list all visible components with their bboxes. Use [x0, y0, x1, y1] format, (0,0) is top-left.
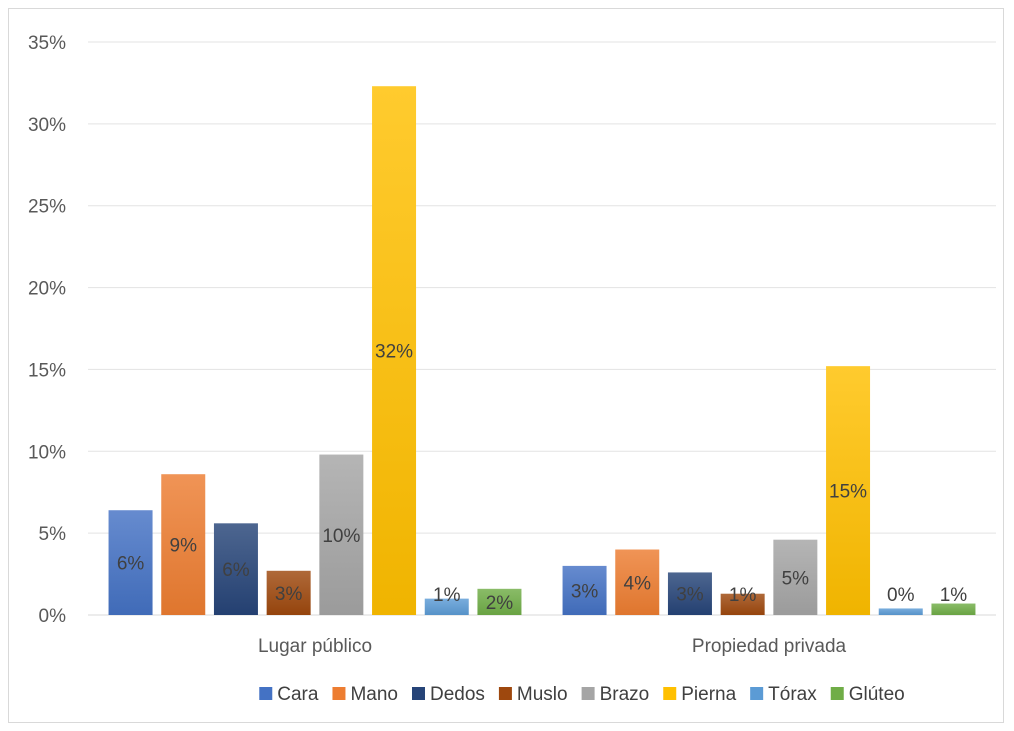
bar-brazo-propiedad-privada [773, 539, 818, 615]
legend-item-muslo: Muslo [498, 684, 568, 705]
legend-item-pierna: Pierna [663, 684, 737, 705]
bar-gluteo-propiedad-privada [931, 603, 976, 615]
bar-mano-propiedad-privada [615, 549, 660, 615]
data-label-brazo-lugar-publico: 10% [322, 526, 360, 547]
bar-cara-lugar-publico [108, 510, 153, 615]
data-label-dedos-propiedad-privada: 3% [676, 585, 704, 606]
y-tick-label: 5% [39, 524, 67, 545]
legend-item-torax: Tórax [750, 684, 817, 705]
bar-torax-lugar-publico [424, 598, 469, 615]
data-label-muslo-propiedad-privada: 1% [729, 585, 757, 606]
y-tick-label: 30% [28, 115, 66, 136]
legend-swatch [830, 687, 844, 700]
y-tick-label: 10% [28, 442, 66, 463]
legend-label: Cara [277, 684, 319, 705]
bar-gluteo-lugar-publico [477, 588, 522, 615]
legend-label: Muslo [517, 684, 568, 705]
bar-torax-propiedad-privada [878, 608, 923, 615]
legend-swatch [498, 687, 512, 700]
legend-item-cara: Cara [259, 684, 319, 705]
legend-swatch [332, 687, 346, 700]
bar-mano-lugar-publico [161, 474, 206, 615]
bar-dedos-lugar-publico [213, 523, 258, 615]
legend-swatch [581, 687, 595, 700]
y-tick-label: 35% [28, 33, 66, 54]
data-label-dedos-lugar-publico: 6% [222, 560, 250, 581]
data-label-pierna-propiedad-privada: 15% [829, 482, 867, 503]
bar-muslo-propiedad-privada [720, 593, 765, 615]
category-label: Lugar público [258, 636, 372, 657]
data-label-mano-lugar-publico: 9% [170, 536, 198, 557]
legend-swatch [411, 687, 425, 700]
data-label-torax-propiedad-privada: 0% [887, 585, 915, 606]
y-tick-label: 15% [28, 360, 66, 381]
bars [108, 86, 976, 615]
legend-label: Mano [350, 684, 398, 705]
data-labels: 6% 9% 6% 3% 10% 32% 1% 2% 3% 4% 3% 1% 5% 15% 0% 1% [117, 342, 967, 614]
bar-pierna-propiedad-privada [826, 366, 871, 615]
legend-item-dedos: Dedos [411, 684, 485, 705]
data-label-gluteo-lugar-publico: 2% [486, 593, 514, 614]
data-label-cara-propiedad-privada: 3% [571, 581, 599, 602]
legend-swatch [663, 687, 677, 700]
legend-label: Pierna [681, 684, 736, 705]
category-labels: Lugar público Propiedad privada [258, 636, 847, 657]
bar-muslo-lugar-publico [266, 570, 311, 615]
bar-pierna-lugar-publico [372, 86, 417, 615]
y-tick-label: 20% [28, 279, 66, 300]
legend-swatch [750, 687, 764, 700]
legend-label: Glúteo [849, 684, 905, 705]
y-tick-label: 0% [39, 606, 67, 627]
legend-label: Brazo [600, 684, 650, 705]
data-label-pierna-lugar-publico: 32% [375, 342, 413, 363]
legend-item-gluteo: Glúteo [830, 684, 905, 705]
data-label-muslo-lugar-publico: 3% [275, 584, 303, 605]
data-label-mano-propiedad-privada: 4% [624, 573, 652, 594]
legend-item-mano: Mano [332, 684, 398, 705]
bar-dedos-propiedad-privada [667, 572, 712, 615]
legend-label: Dedos [430, 684, 485, 705]
legend: Cara Mano Dedos Muslo Brazo Pierna Tórax Glúteo [259, 684, 905, 705]
y-tick-label: 25% [28, 197, 66, 218]
data-label-brazo-propiedad-privada: 5% [782, 568, 810, 589]
category-label: Propiedad privada [692, 636, 847, 657]
legend-label: Tórax [768, 684, 817, 705]
bar-brazo-lugar-publico [319, 454, 364, 615]
legend-swatch [259, 687, 273, 700]
y-axis-ticks: 0% 5% 10% 15% 20% 25% 30% 35% [28, 33, 66, 627]
data-label-gluteo-propiedad-privada: 1% [940, 585, 968, 606]
data-label-cara-lugar-publico: 6% [117, 554, 145, 575]
data-label-torax-lugar-publico: 1% [433, 585, 461, 606]
bar-cara-propiedad-privada [562, 565, 607, 615]
legend-item-brazo: Brazo [581, 684, 650, 705]
